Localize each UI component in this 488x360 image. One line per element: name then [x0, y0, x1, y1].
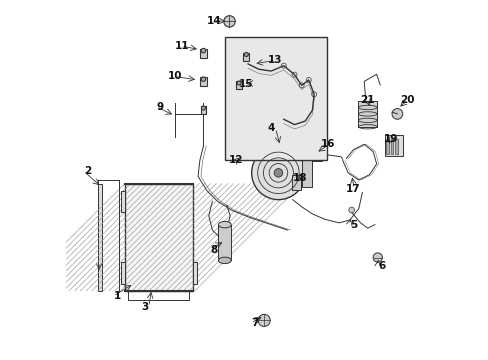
Text: 15: 15	[239, 78, 253, 89]
Text: 6: 6	[378, 261, 385, 271]
Text: 9: 9	[157, 102, 164, 112]
Bar	[224, 37, 326, 160]
Ellipse shape	[218, 257, 231, 264]
Circle shape	[274, 168, 282, 177]
Bar	[218, 225, 231, 260]
Circle shape	[201, 106, 205, 110]
Text: 19: 19	[383, 134, 397, 144]
Bar	[390, 139, 393, 154]
Bar	[358, 101, 376, 127]
Bar	[394, 139, 397, 154]
Bar	[124, 184, 192, 291]
Circle shape	[372, 253, 382, 262]
Bar	[121, 191, 124, 212]
Circle shape	[237, 81, 241, 85]
Text: 14: 14	[206, 16, 221, 26]
Bar	[200, 49, 206, 58]
Text: 20: 20	[399, 95, 413, 105]
Circle shape	[244, 53, 248, 57]
Bar	[243, 53, 248, 61]
Bar	[121, 262, 124, 284]
Text: 10: 10	[167, 71, 182, 81]
Bar	[192, 262, 197, 284]
Bar	[200, 77, 206, 86]
Text: 7: 7	[251, 318, 258, 328]
Bar	[312, 146, 321, 161]
Text: 4: 4	[267, 123, 275, 133]
Bar	[384, 135, 402, 156]
Text: 13: 13	[267, 55, 282, 65]
Bar	[301, 158, 312, 187]
Text: 2: 2	[84, 166, 91, 176]
Bar	[236, 81, 242, 89]
Ellipse shape	[218, 221, 231, 228]
Bar	[200, 106, 206, 114]
Circle shape	[258, 314, 270, 327]
Circle shape	[391, 109, 402, 119]
Circle shape	[201, 77, 205, 81]
Text: 1: 1	[114, 291, 121, 301]
Circle shape	[201, 48, 205, 53]
Circle shape	[224, 16, 235, 27]
Text: 17: 17	[346, 184, 360, 194]
Text: 5: 5	[349, 220, 356, 230]
Text: 18: 18	[292, 173, 306, 183]
Text: 3: 3	[141, 302, 148, 312]
Text: 16: 16	[321, 139, 335, 149]
Bar	[98, 184, 102, 291]
Circle shape	[348, 207, 354, 213]
Text: 8: 8	[210, 245, 217, 255]
Bar	[291, 175, 301, 190]
Text: 11: 11	[174, 41, 189, 51]
Circle shape	[251, 146, 305, 200]
Bar	[385, 139, 388, 154]
Text: 12: 12	[228, 156, 243, 165]
Text: 21: 21	[360, 95, 374, 105]
